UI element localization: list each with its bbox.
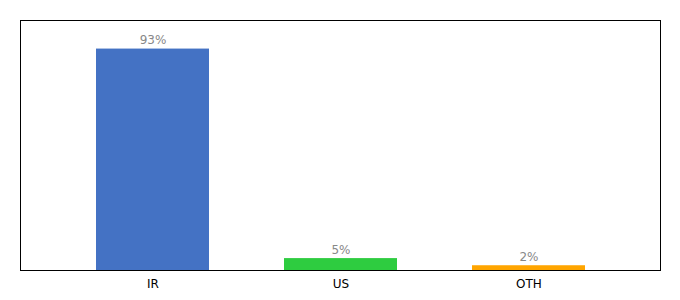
svg-text:US: US xyxy=(333,277,349,291)
svg-text:5%: 5% xyxy=(331,243,350,257)
svg-text:2%: 2% xyxy=(519,250,538,264)
svg-text:OTH: OTH xyxy=(516,277,542,291)
svg-text:IR: IR xyxy=(147,277,159,291)
svg-text:93%: 93% xyxy=(140,33,167,47)
